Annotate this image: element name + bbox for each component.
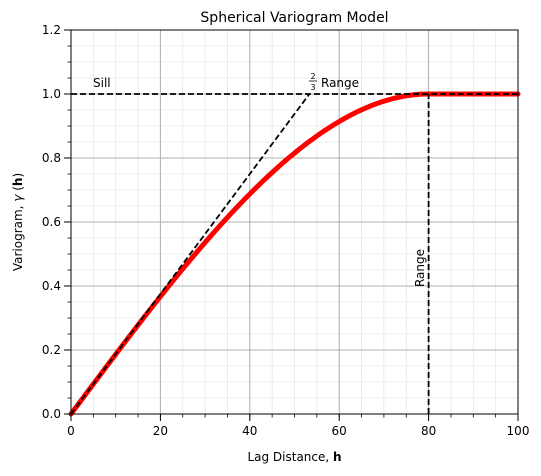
x-axis-label-text: Lag Distance,: [247, 450, 333, 464]
x-tick-label: 60: [332, 424, 347, 438]
x-tick-label: 40: [242, 424, 257, 438]
y-tick-label: 0.4: [42, 279, 61, 293]
chart-title: Spherical Variogram Model: [200, 10, 388, 26]
grid: [71, 30, 518, 414]
fraction-denominator: 3: [310, 83, 315, 92]
y-axis-label: Variogram, γ (h): [11, 173, 25, 271]
x-axis-label: Lag Distance, h: [247, 450, 341, 464]
y-axis-label-close: ): [11, 173, 25, 178]
x-tick-label: 0: [67, 424, 75, 438]
y-axis-label-text: Variogram,: [11, 202, 25, 271]
x-tick-label: 100: [507, 424, 530, 438]
y-tick-label: 0.2: [42, 343, 61, 357]
y-axis-label-symbol: h: [11, 178, 25, 187]
fraction-numerator: 2: [310, 72, 315, 81]
x-tick-label: 80: [421, 424, 436, 438]
y-tick-label: 0.6: [42, 215, 61, 229]
sill-annotation: Sill: [93, 76, 111, 90]
ticks: 0 20 40 60 80 100 0.0 0.2 0.4 0.6 0.8 1.0 1.2: [42, 23, 530, 438]
y-tick-label: 1.2: [42, 23, 61, 37]
x-axis-label-symbol: h: [333, 450, 342, 464]
y-axis-label-open: (: [11, 186, 25, 195]
y-tick-label: 0.0: [42, 407, 61, 421]
y-tick-label: 1.0: [42, 87, 61, 101]
y-tick-label: 0.8: [42, 151, 61, 165]
range-annotation: Range: [413, 249, 427, 287]
x-tick-label: 20: [153, 424, 168, 438]
two-thirds-range-text: Range: [321, 76, 359, 90]
